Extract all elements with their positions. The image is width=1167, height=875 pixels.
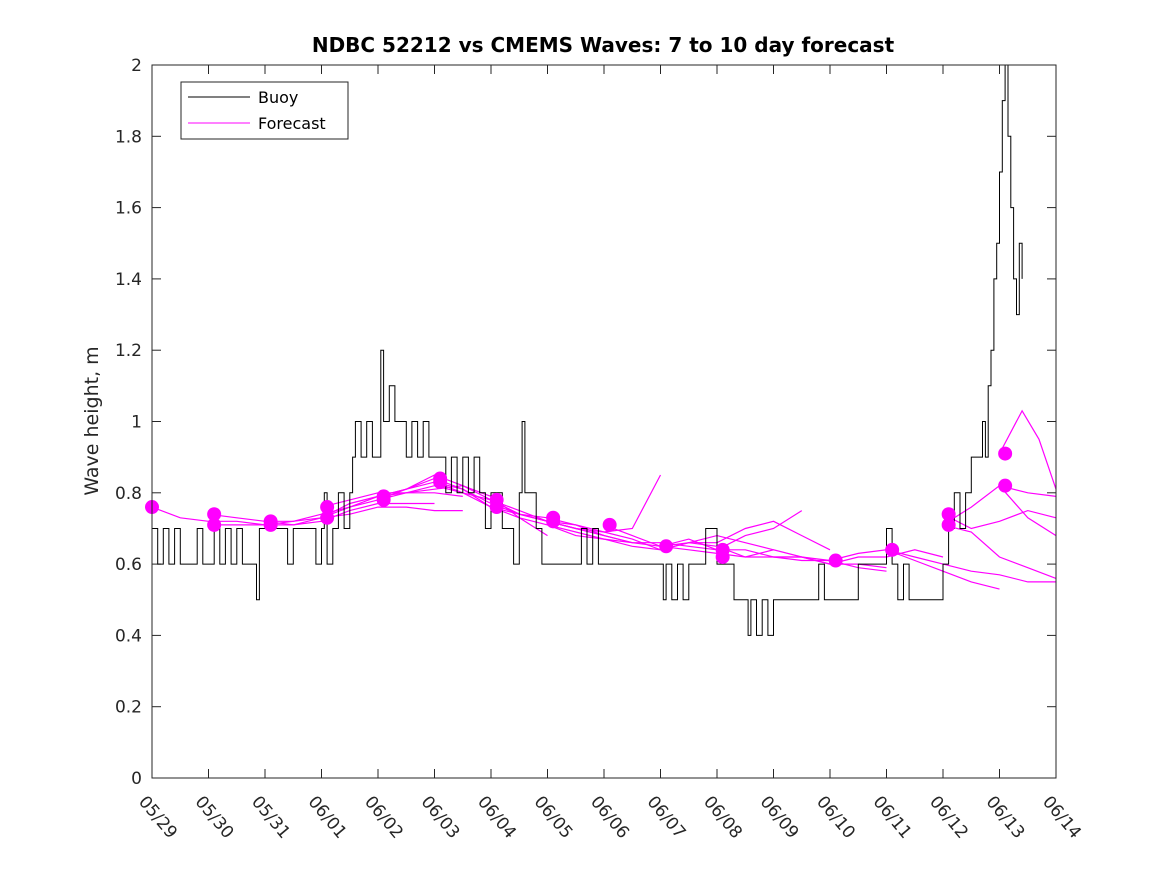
forecast-marker — [263, 517, 278, 532]
x-tick-label: 06/03 — [417, 792, 464, 842]
forecast-marker — [602, 517, 617, 532]
y-axis-label: Wave height, m — [81, 346, 103, 495]
chart-title: NDBC 52212 vs CMEMS Waves: 7 to 10 day f… — [312, 33, 895, 57]
forecast-marker — [885, 542, 900, 557]
forecast-line — [886, 549, 1056, 583]
forecast-line — [547, 510, 803, 551]
x-tick-label: 06/13 — [982, 792, 1029, 842]
plot-frame — [151, 64, 1057, 779]
forecast-marker — [376, 492, 391, 507]
x-tick-label: 05/31 — [247, 792, 294, 842]
forecast-marker — [320, 510, 335, 525]
plot-area — [152, 65, 1056, 778]
y-tick-label: 1.2 — [115, 341, 142, 361]
forecast-marker — [546, 514, 561, 529]
forecast-marker — [715, 549, 730, 564]
forecast-marker — [941, 517, 956, 532]
forecast-marker — [828, 553, 843, 568]
forecast-line — [942, 524, 1057, 579]
x-tick-label: 06/06 — [586, 792, 633, 842]
x-tick-label: 06/05 — [530, 792, 577, 842]
x-tick-label: 06/04 — [473, 792, 520, 842]
y-tick-label: 0 — [131, 769, 142, 789]
forecast-line — [208, 492, 463, 526]
forecast-marker — [998, 478, 1013, 493]
x-tick-label: 06/08 — [699, 792, 746, 842]
y-tick-label: 1.4 — [115, 270, 142, 290]
y-tick-label: 0.4 — [115, 626, 142, 646]
forecast-marker — [207, 517, 222, 532]
y-tick-label: 1.6 — [115, 199, 142, 219]
y-tick-label: 1.8 — [115, 127, 142, 147]
y-tick-label: 0.2 — [115, 698, 142, 718]
x-tick-label: 06/01 — [304, 792, 351, 842]
y-tick-label: 0.6 — [115, 555, 142, 575]
forecast-line — [264, 506, 463, 526]
x-tick-label: 06/11 — [869, 792, 916, 842]
x-tick-label: 06/14 — [1038, 792, 1085, 842]
buoy-line — [152, 64, 1023, 636]
forecast-line — [942, 509, 1057, 530]
forecast-marker — [998, 446, 1013, 461]
x-tick-label: 06/07 — [643, 792, 690, 842]
x-tick-label: 06/02 — [360, 792, 407, 842]
legend-box — [180, 81, 349, 140]
y-tick-label: 0.8 — [115, 484, 142, 504]
forecast-line — [998, 409, 1057, 490]
forecast-marker — [659, 539, 674, 554]
x-tick-label: 05/30 — [191, 792, 238, 842]
forecast-marker — [433, 475, 448, 490]
y-axis-ticks: 0 0.2 0.4 0.6 0.8 1 1.2 1.4 1.6 1.8 2 — [115, 56, 1056, 789]
legend-buoy-label: Buoy — [258, 88, 298, 107]
legend-forecast-label: Forecast — [258, 114, 326, 133]
x-tick-label: 06/12 — [925, 792, 972, 842]
data-layer — [145, 64, 1057, 636]
y-tick-label: 2 — [131, 56, 142, 76]
x-tick-label: 06/09 — [756, 792, 803, 842]
x-tick-label: 05/29 — [134, 792, 181, 842]
x-tick-label: 06/10 — [812, 792, 859, 842]
forecast-marker — [489, 500, 504, 515]
y-tick-label: 1 — [131, 413, 142, 433]
legend: Buoy Forecast — [180, 81, 349, 140]
